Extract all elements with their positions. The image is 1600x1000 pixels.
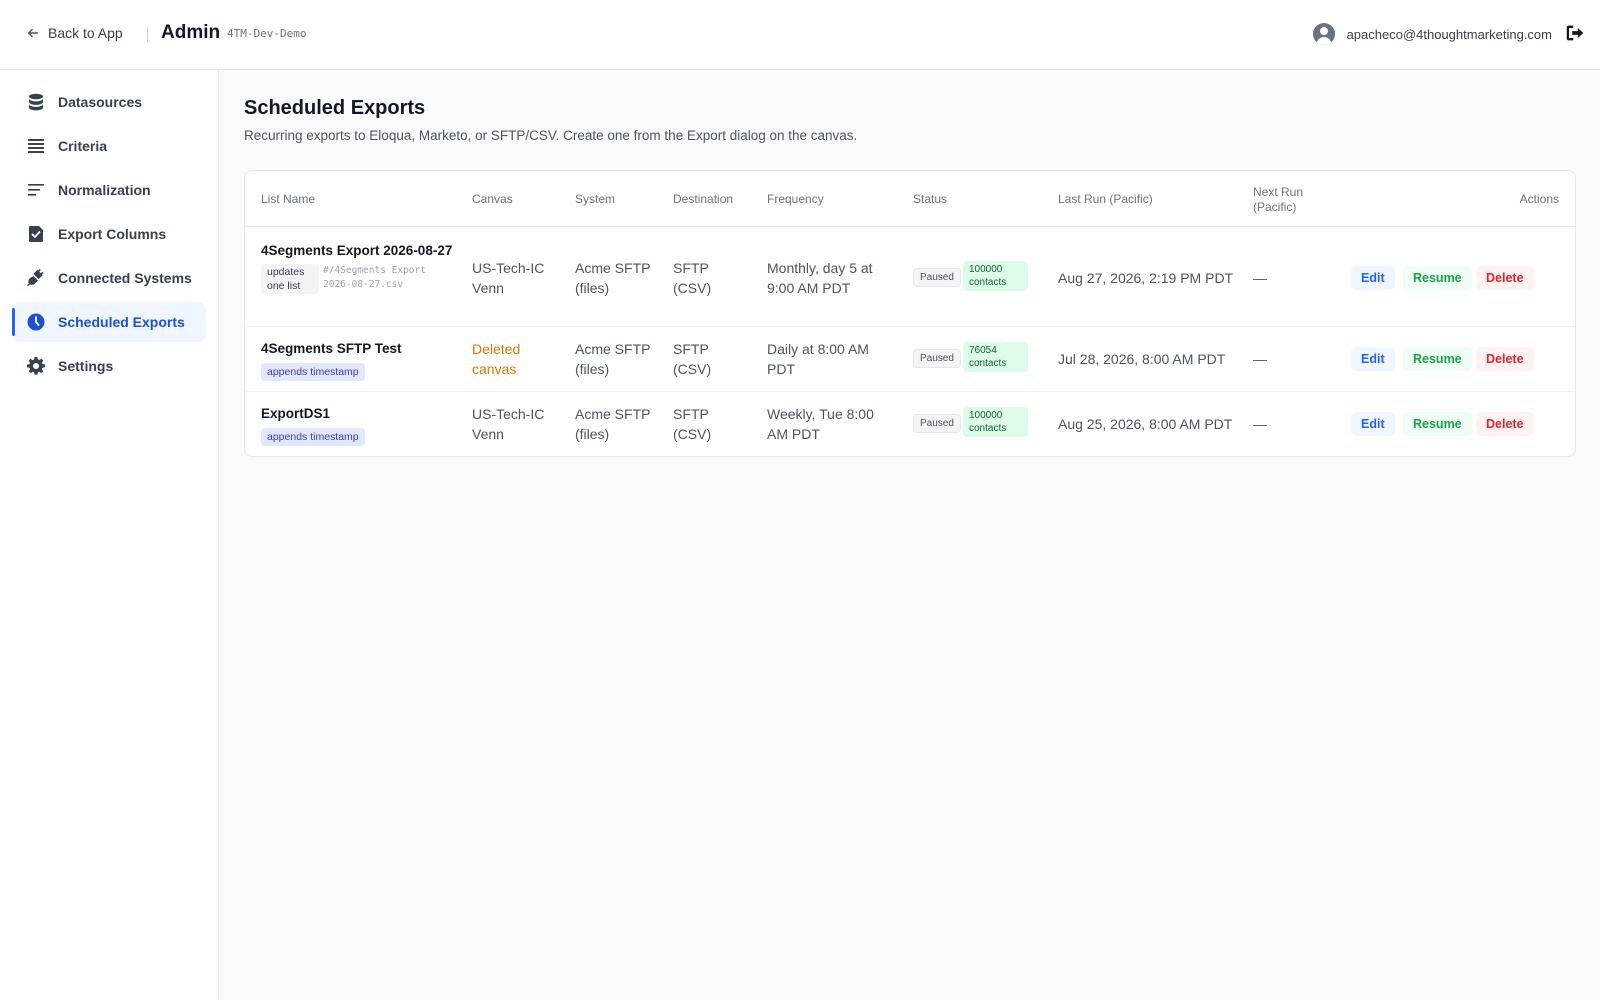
sidebar-item-label: Normalization <box>58 182 151 198</box>
canvas-cell: Deleted canvas <box>472 341 521 377</box>
table-row: 4Segments Export 2026-08-27 updates one … <box>245 227 1575 327</box>
column-header-canvas: Canvas <box>472 192 513 206</box>
status-badge: Paused <box>913 414 961 433</box>
sidebar-item-label: Scheduled Exports <box>58 314 185 330</box>
file-path: #/4Segments Export 2026-08-27.csv <box>323 265 426 290</box>
resume-button[interactable]: Resume <box>1403 347 1472 371</box>
sidebar-item-export-columns[interactable]: Export Columns <box>12 214 206 254</box>
next-run-cell: — <box>1253 270 1267 286</box>
column-header-destination: Destination <box>673 192 734 206</box>
page-title: Scheduled Exports <box>244 97 426 119</box>
sidebar-item-label: Export Columns <box>58 226 167 242</box>
list-name: ExportDS1 <box>261 406 331 421</box>
resume-button[interactable]: Resume <box>1403 412 1472 436</box>
last-run-cell: Aug 25, 2026, 8:00 AM PDT <box>1058 416 1233 432</box>
last-run-cell: Aug 27, 2026, 2:19 PM PDT <box>1058 270 1234 286</box>
mode-tag: updates one list <box>261 264 319 294</box>
column-header-status: Status <box>913 192 948 206</box>
sidebar-item-criteria[interactable]: Criteria <box>12 126 206 166</box>
lines-icon <box>28 184 44 196</box>
user-menu[interactable]: apacheco@4thoughtmarketing.com <box>1312 23 1552 45</box>
destination-cell: SFTP (CSV) <box>673 341 712 377</box>
page-subtitle: Recurring exports to Eloqua, Marketo, or… <box>244 128 858 143</box>
column-header-next-run: Next Run (Pacific) <box>1253 185 1304 214</box>
sidebar-item-label: Connected Systems <box>58 270 192 286</box>
list-name: 4Segments SFTP Test <box>261 341 402 356</box>
sidebar-item-label: Settings <box>58 358 114 374</box>
list-name: 4Segments Export 2026-08-27 <box>261 243 453 258</box>
table-header: List Name Canvas System Destination Freq… <box>245 171 1575 227</box>
top-bar: Back to App Admin 4TM-Dev-Demo apacheco@… <box>0 0 1600 70</box>
column-header-frequency: Frequency <box>767 192 824 206</box>
gear-icon <box>27 357 45 375</box>
sidebar-item-settings[interactable]: Settings <box>12 346 206 386</box>
status-badge: Paused <box>913 349 961 368</box>
destination-cell: SFTP (CSV) <box>673 406 712 442</box>
user-email: apacheco@4thoughtmarketing.com <box>1346 26 1552 42</box>
column-header-actions: Actions <box>1519 192 1559 206</box>
sidebar-item-datasources[interactable]: Datasources <box>12 82 206 122</box>
system-cell: Acme SFTP (files) <box>575 406 651 442</box>
frequency-cell: Daily at 8:00 AM PDT <box>767 341 869 377</box>
column-header-last-run: Last Run (Pacific) <box>1058 192 1153 206</box>
list-icon <box>28 139 44 153</box>
contacts-badge: 100000 contacts <box>963 407 1028 437</box>
arrow-left-icon <box>27 28 39 38</box>
mode-tag: appends timestamp <box>261 428 365 446</box>
canvas-cell: US-Tech-IC Venn <box>472 260 545 296</box>
delete-button[interactable]: Delete <box>1476 347 1534 371</box>
destination-cell: SFTP (CSV) <box>673 260 712 296</box>
sidebar-item-label: Criteria <box>58 138 108 154</box>
mode-tag: appends timestamp <box>261 363 365 381</box>
contacts-badge: 100000 contacts <box>963 261 1028 291</box>
table-row: 4Segments SFTP Test appends timestamp De… <box>245 327 1575 392</box>
sidebar-item-label: Datasources <box>58 94 143 110</box>
edit-button[interactable]: Edit <box>1351 266 1395 290</box>
next-run-cell: — <box>1253 416 1267 432</box>
sidebar-item-scheduled-exports[interactable]: Scheduled Exports <box>12 302 206 342</box>
last-run-cell: Jul 28, 2026, 8:00 AM PDT <box>1058 351 1226 367</box>
environment-label: 4TM-Dev-Demo <box>227 27 307 40</box>
sidebar-item-connected-systems[interactable]: Connected Systems <box>12 258 206 298</box>
system-cell: Acme SFTP (files) <box>575 260 651 296</box>
edit-button[interactable]: Edit <box>1351 412 1395 436</box>
clock-icon <box>27 313 45 331</box>
back-to-app-label: Back to App <box>48 25 123 41</box>
app-title: Admin <box>161 22 221 43</box>
table-row: ExportDS1 appends timestamp US-Tech-IC V… <box>245 392 1575 457</box>
status-badge: Paused <box>913 268 961 287</box>
main-content: Scheduled Exports Recurring exports to E… <box>220 70 1600 1000</box>
delete-button[interactable]: Delete <box>1476 412 1534 436</box>
canvas-cell: US-Tech-IC Venn <box>472 406 545 442</box>
user-avatar-icon <box>1312 23 1335 45</box>
edit-button[interactable]: Edit <box>1351 347 1395 371</box>
database-icon <box>29 93 43 111</box>
scheduled-exports-table: List Name Canvas System Destination Freq… <box>244 170 1576 457</box>
contacts-badge: 76054 contacts <box>963 342 1028 372</box>
resume-button[interactable]: Resume <box>1403 266 1472 290</box>
logout-icon[interactable] <box>1564 22 1586 44</box>
column-header-system: System <box>575 192 616 206</box>
plug-icon <box>27 269 44 287</box>
frequency-cell: Weekly, Tue 8:00 AM PDT <box>767 406 874 442</box>
check-file-icon <box>29 226 43 242</box>
system-cell: Acme SFTP (files) <box>575 341 651 377</box>
column-header-list-name: List Name <box>261 192 316 206</box>
back-to-app-link[interactable]: Back to App <box>26 25 123 41</box>
delete-button[interactable]: Delete <box>1476 266 1534 290</box>
next-run-cell: — <box>1253 351 1267 367</box>
sidebar-item-normalization[interactable]: Normalization <box>12 170 206 210</box>
sidebar: Datasources Criteria Normalization Expor… <box>0 70 219 1000</box>
header-divider <box>147 27 148 42</box>
frequency-cell: Monthly, day 5 at 9:00 AM PDT <box>767 260 873 296</box>
